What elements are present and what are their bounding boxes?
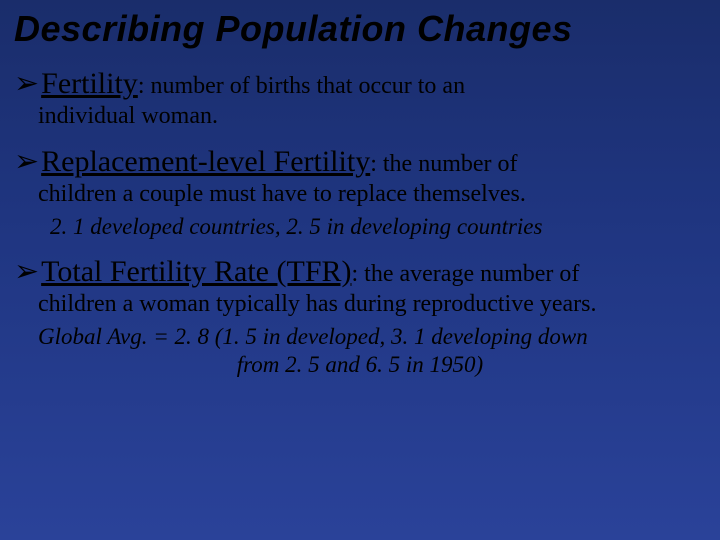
- bullet-item: ➢Total Fertility Rate (TFR): the average…: [14, 254, 706, 378]
- colon-text: :: [370, 151, 383, 177]
- bullet-arrow-icon: ➢: [14, 254, 39, 289]
- bullet-arrow-icon: ➢: [14, 66, 39, 101]
- definition-continuation: children a couple must have to replace t…: [38, 181, 706, 208]
- bullet-item: ➢Replacement-level Fertility: the number…: [14, 144, 706, 240]
- definition-inline: the number of: [383, 151, 518, 177]
- definition-continuation: children a woman typically has during re…: [38, 291, 706, 318]
- bullet-arrow-icon: ➢: [14, 144, 39, 179]
- bullet-item: ➢Fertility: number of births that occur …: [14, 66, 706, 130]
- definition-continuation: individual woman.: [38, 103, 706, 130]
- slide-title: Describing Population Changes: [14, 8, 706, 50]
- term-text: Replacement-level Fertility: [41, 145, 370, 178]
- definition-inline: the average number of: [364, 261, 579, 287]
- colon-text: :: [352, 261, 365, 287]
- sub-note: 2. 1 developed countries, 2. 5 in develo…: [50, 214, 706, 240]
- term-text: Fertility: [41, 67, 138, 100]
- sub-note-centered: from 2. 5 and 6. 5 in 1950): [14, 352, 706, 378]
- term-text: Total Fertility Rate (TFR): [41, 255, 351, 288]
- definition-inline: number of births that occur to an: [150, 73, 465, 99]
- slide-container: Describing Population Changes ➢Fertility…: [0, 0, 720, 406]
- colon-text: :: [138, 73, 151, 99]
- sub-note: Global Avg. = 2. 8 (1. 5 in developed, 3…: [38, 324, 706, 350]
